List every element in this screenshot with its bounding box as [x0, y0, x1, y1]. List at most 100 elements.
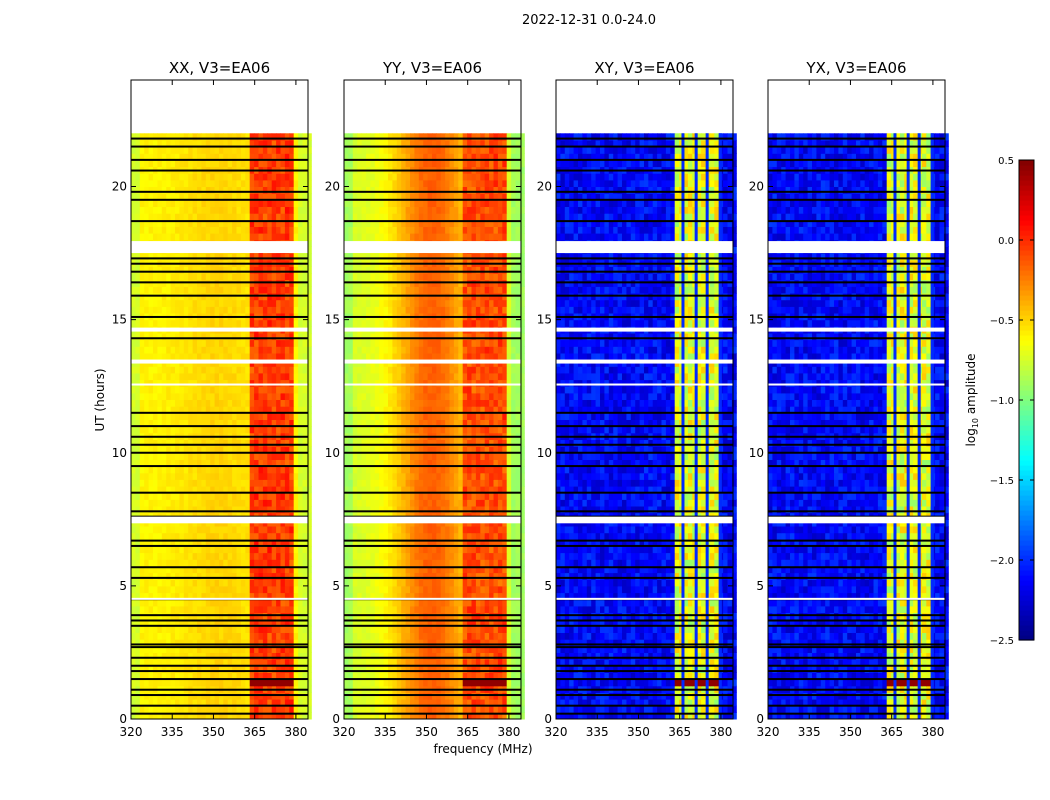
heatmap-cell	[302, 486, 308, 494]
heatmap-cell	[284, 639, 290, 647]
heatmap-cell	[458, 712, 464, 720]
heatmap-cell	[139, 572, 145, 580]
heatmap-cell	[219, 173, 224, 181]
heatmap-cell	[258, 652, 264, 660]
heatmap-cell	[135, 625, 141, 633]
heatmap-cell	[148, 406, 154, 414]
heatmap-cell	[506, 639, 512, 647]
heatmap-cell	[392, 545, 398, 554]
heatmap-cell	[370, 526, 376, 534]
heatmap-cell	[236, 146, 242, 154]
heatmap-cell	[214, 406, 220, 414]
heatmap-cell	[197, 213, 202, 221]
heatmap-cell	[423, 532, 429, 540]
heatmap-cell	[271, 253, 277, 261]
heatmap-cell	[258, 206, 264, 214]
heatmap-cell	[306, 399, 312, 407]
heatmap-cell	[188, 665, 194, 673]
heatmap-cell	[475, 652, 481, 660]
heatmap-cell	[293, 492, 299, 500]
heatmap-cell	[344, 712, 349, 720]
heatmap-cell	[205, 499, 211, 507]
heatmap-cell	[227, 572, 233, 580]
heatmap-cell	[157, 159, 163, 168]
heatmap-cell	[254, 379, 259, 387]
heatmap-cell	[245, 552, 251, 560]
heatmap-cell	[240, 352, 246, 361]
heatmap-cell	[506, 672, 512, 680]
heatmap-cell	[205, 186, 211, 194]
heatmap-cell	[139, 492, 145, 500]
heatmap-cell	[427, 679, 433, 687]
heatmap-cell	[135, 412, 141, 420]
heatmap-cell	[227, 699, 233, 707]
heatmap-cell	[245, 572, 251, 580]
heatmap-cell	[214, 585, 220, 594]
heatmap-cell	[144, 159, 150, 168]
heatmap-cell	[379, 712, 385, 720]
heatmap-cell	[480, 659, 486, 667]
heatmap-cell	[236, 545, 242, 554]
flagged-row	[131, 270, 308, 273]
heatmap-cell	[302, 366, 308, 374]
heatmap-cell	[240, 585, 246, 594]
heatmap-cell	[214, 652, 220, 660]
heatmap-cell	[170, 705, 176, 713]
heatmap-cell	[214, 632, 220, 640]
heatmap-cell	[352, 652, 358, 660]
heatmap-cell	[293, 439, 299, 447]
heatmap-cell	[223, 319, 229, 327]
heatmap-cell	[232, 659, 237, 667]
heatmap-cell	[144, 199, 150, 207]
heatmap-cell	[289, 346, 295, 354]
heatmap-cell	[144, 366, 150, 374]
heatmap-cell	[306, 159, 312, 168]
heatmap-cell	[302, 219, 308, 227]
flagged-row	[131, 465, 308, 468]
heatmap-cell	[276, 579, 281, 587]
heatmap-cell	[262, 492, 268, 500]
heatmap-cell	[306, 539, 312, 547]
heatmap-cell	[170, 379, 176, 387]
heatmap-cell	[357, 679, 363, 687]
heatmap-cell	[293, 419, 299, 427]
heatmap-cell	[453, 552, 459, 560]
heatmap-cell	[161, 499, 167, 507]
heatmap-cell	[427, 605, 433, 613]
heatmap-cell	[374, 672, 380, 680]
heatmap-cell	[254, 213, 259, 221]
heatmap-cell	[249, 406, 255, 414]
heatmap-cell	[462, 532, 468, 540]
heatmap-cell	[245, 146, 251, 154]
heatmap-cell	[179, 472, 185, 480]
heatmap-cell	[170, 426, 176, 434]
heatmap-cell	[493, 645, 499, 653]
heatmap-cell	[293, 366, 299, 374]
heatmap-cell	[153, 266, 158, 274]
heatmap-cell	[227, 186, 233, 194]
heatmap-cell	[148, 459, 154, 467]
heatmap-cell	[144, 632, 150, 640]
heatmap-cell	[280, 412, 286, 420]
heatmap-cell	[161, 672, 167, 680]
heatmap-cell	[370, 679, 376, 687]
heatmap-cell	[144, 699, 150, 707]
flagged-row	[131, 337, 308, 340]
heatmap-cell	[515, 552, 521, 560]
heatmap-cell	[240, 599, 246, 607]
heatmap-cell	[205, 526, 211, 534]
heatmap-cell	[427, 526, 433, 534]
heatmap-cell	[245, 352, 251, 361]
flagged-row	[131, 712, 308, 715]
heatmap-cell	[197, 219, 202, 227]
heatmap-cell	[432, 712, 437, 720]
heatmap-cell	[258, 253, 264, 261]
heatmap-cell	[298, 459, 303, 467]
heatmap-cell	[236, 466, 242, 474]
heatmap-cell	[480, 532, 486, 540]
heatmap-cell	[271, 452, 277, 460]
heatmap-cell	[188, 565, 194, 574]
heatmap-cell	[414, 625, 420, 633]
heatmap-cell	[157, 672, 163, 680]
heatmap-cell	[205, 352, 211, 361]
